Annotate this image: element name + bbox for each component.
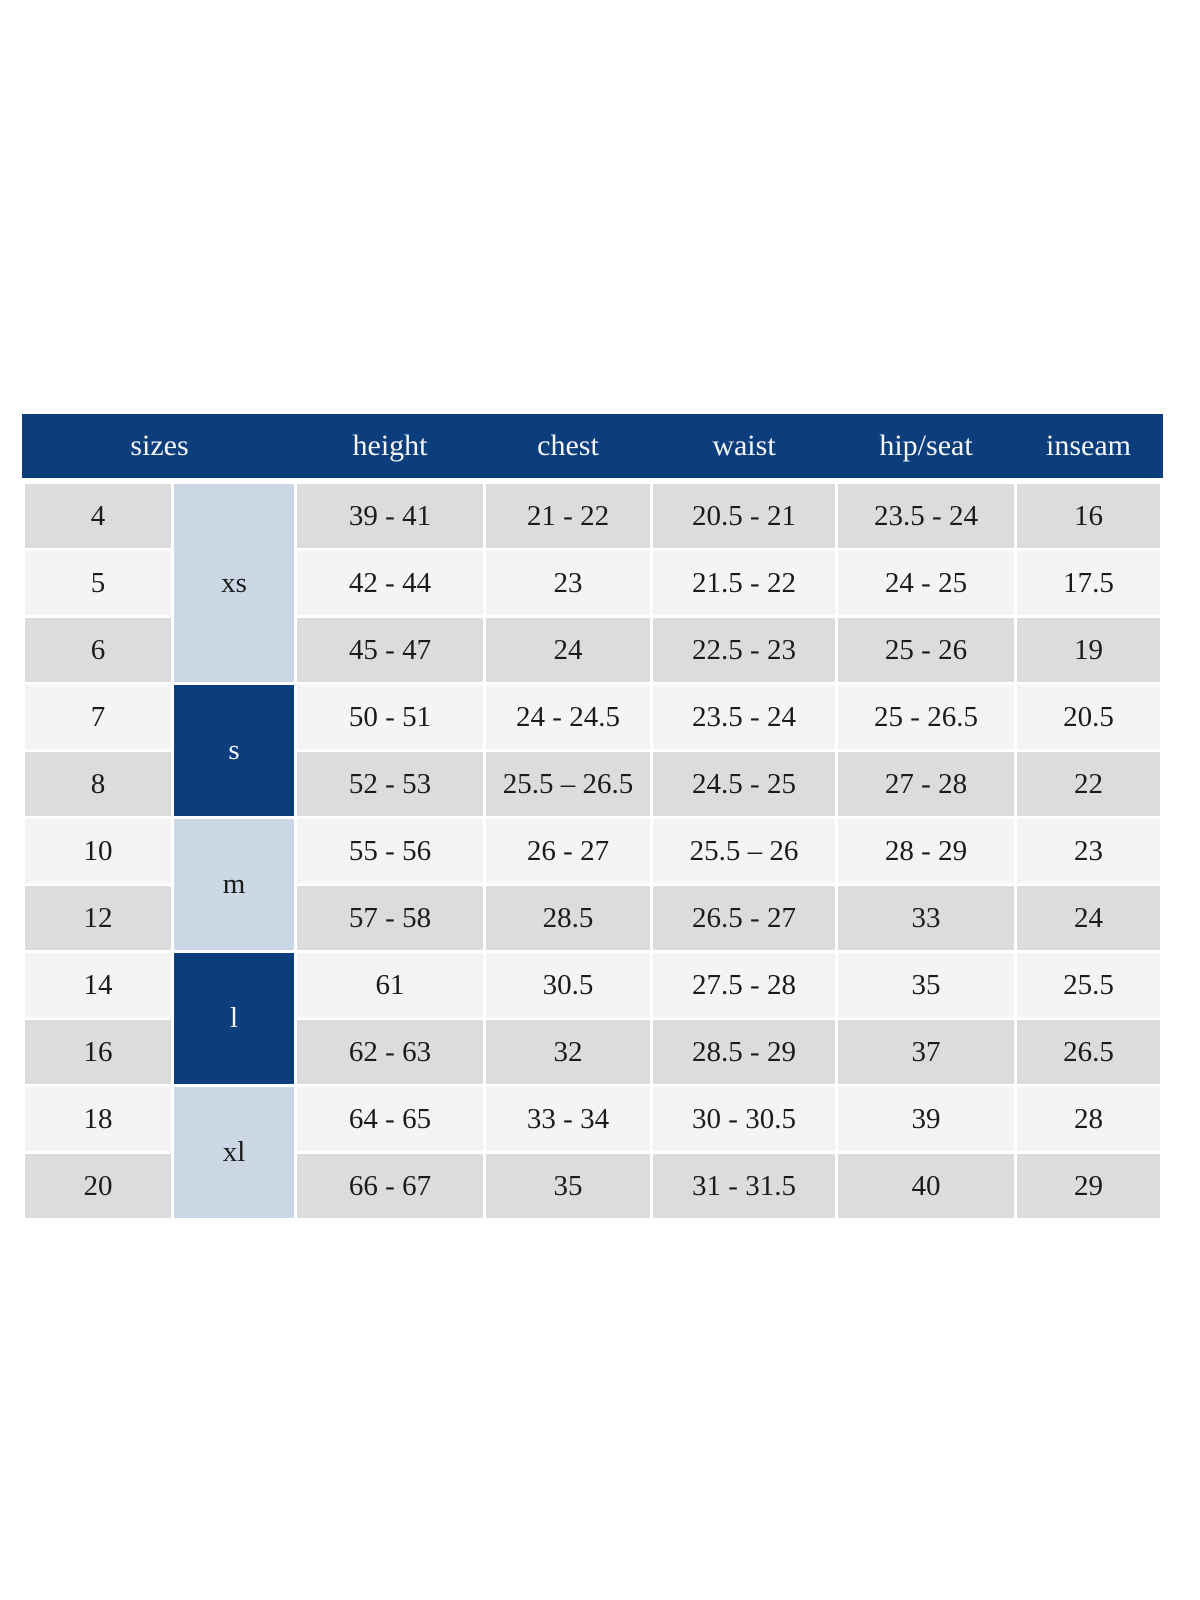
waist-cell: 21.5 - 22 <box>653 551 835 615</box>
chest-cell: 24 <box>486 618 650 682</box>
height-cell: 62 - 63 <box>297 1020 483 1084</box>
inseam-cell: 19 <box>1017 618 1160 682</box>
inseam-cell: 16 <box>1017 484 1160 548</box>
chest-cell: 33 - 34 <box>486 1087 650 1151</box>
group-cell-xl: xl <box>174 1087 294 1218</box>
size-cell: 6 <box>25 618 171 682</box>
table-row: 18 xl 64 - 65 33 - 34 30 - 30.5 39 28 <box>25 1087 1160 1218</box>
table-row: 7 s 50 - 51 24 - 24.5 23.5 - 24 25 - 26.… <box>25 685 1160 816</box>
height-cell: 55 - 56 <box>297 819 483 883</box>
col-header-height: height <box>352 429 428 462</box>
height-cell: 42 - 44 <box>297 551 483 615</box>
height-cell: 52 - 53 <box>297 752 483 816</box>
waist-cell: 27.5 - 28 <box>653 953 835 1017</box>
table-header: sizes height chest waist hip/seat inseam <box>22 414 1163 478</box>
size-cell: 12 <box>25 886 171 950</box>
hip-seat-cell: 25 - 26.5 <box>838 685 1014 749</box>
size-cell: 5 <box>25 551 171 615</box>
chest-cell: 26 - 27 <box>486 819 650 883</box>
hip-seat-cell: 28 - 29 <box>838 819 1014 883</box>
group-cell-s: s <box>174 685 294 816</box>
size-cell: 4 <box>25 484 171 548</box>
chest-cell: 35 <box>486 1154 650 1218</box>
inseam-cell: 17.5 <box>1017 551 1160 615</box>
size-cell: 20 <box>25 1154 171 1218</box>
height-cell: 66 - 67 <box>297 1154 483 1218</box>
waist-cell: 20.5 - 21 <box>653 484 835 548</box>
waist-cell: 25.5 – 26 <box>653 819 835 883</box>
height-cell: 50 - 51 <box>297 685 483 749</box>
height-cell: 45 - 47 <box>297 618 483 682</box>
inseam-cell: 28 <box>1017 1087 1160 1151</box>
group-cell-m: m <box>174 819 294 950</box>
inseam-cell: 23 <box>1017 819 1160 883</box>
height-cell: 61 <box>297 953 483 1017</box>
chest-cell: 21 - 22 <box>486 484 650 548</box>
table-row: 14 l 61 30.5 27.5 - 28 35 25.5 <box>25 953 1160 1084</box>
table-row: 16 62 - 63 32 28.5 - 29 37 26.5 <box>25 1020 1160 1084</box>
col-header-sizes: sizes <box>130 429 189 462</box>
col-header-waist: waist <box>712 429 776 462</box>
waist-cell: 31 - 31.5 <box>653 1154 835 1218</box>
inseam-cell: 26.5 <box>1017 1020 1160 1084</box>
hip-seat-cell: 24 - 25 <box>838 551 1014 615</box>
hip-seat-cell: 40 <box>838 1154 1014 1218</box>
height-cell: 39 - 41 <box>297 484 483 548</box>
waist-cell: 23.5 - 24 <box>653 685 835 749</box>
size-cell: 16 <box>25 1020 171 1084</box>
inseam-cell: 25.5 <box>1017 953 1160 1017</box>
height-cell: 64 - 65 <box>297 1087 483 1151</box>
waist-cell: 30 - 30.5 <box>653 1087 835 1151</box>
hip-seat-cell: 27 - 28 <box>838 752 1014 816</box>
inseam-cell: 29 <box>1017 1154 1160 1218</box>
group-cell-l: l <box>174 953 294 1084</box>
waist-cell: 28.5 - 29 <box>653 1020 835 1084</box>
col-header-inseam: inseam <box>1046 429 1131 462</box>
chest-cell: 23 <box>486 551 650 615</box>
hip-seat-cell: 35 <box>838 953 1014 1017</box>
size-cell: 10 <box>25 819 171 883</box>
size-cell: 14 <box>25 953 171 1017</box>
col-header-chest: chest <box>537 429 599 462</box>
height-cell: 57 - 58 <box>297 886 483 950</box>
inseam-cell: 22 <box>1017 752 1160 816</box>
hip-seat-cell: 37 <box>838 1020 1014 1084</box>
waist-cell: 22.5 - 23 <box>653 618 835 682</box>
chest-cell: 32 <box>486 1020 650 1084</box>
chest-cell: 30.5 <box>486 953 650 1017</box>
table-row: 8 52 - 53 25.5 – 26.5 24.5 - 25 27 - 28 … <box>25 752 1160 816</box>
table-row: 12 57 - 58 28.5 26.5 - 27 33 24 <box>25 886 1160 950</box>
chest-cell: 25.5 – 26.5 <box>486 752 650 816</box>
table-row: 4 xs 39 - 41 21 - 22 20.5 - 21 23.5 - 24… <box>25 484 1160 682</box>
size-chart: sizes height chest waist hip/seat inseam… <box>22 414 1163 1221</box>
inseam-cell: 24 <box>1017 886 1160 950</box>
hip-seat-cell: 33 <box>838 886 1014 950</box>
waist-cell: 24.5 - 25 <box>653 752 835 816</box>
size-cell: 8 <box>25 752 171 816</box>
hip-seat-cell: 25 - 26 <box>838 618 1014 682</box>
chest-cell: 28.5 <box>486 886 650 950</box>
chest-cell: 24 - 24.5 <box>486 685 650 749</box>
col-header-hip-seat: hip/seat <box>879 429 973 462</box>
size-cell: 18 <box>25 1087 171 1151</box>
table-row: 10 m 55 - 56 26 - 27 25.5 – 26 28 - 29 2… <box>25 819 1160 950</box>
table-row: 20 66 - 67 35 31 - 31.5 40 29 <box>25 1154 1160 1218</box>
inseam-cell: 20.5 <box>1017 685 1160 749</box>
table-row: 6 45 - 47 24 22.5 - 23 25 - 26 19 <box>25 618 1160 682</box>
size-cell: 7 <box>25 685 171 749</box>
hip-seat-cell: 23.5 - 24 <box>838 484 1014 548</box>
table-row: 5 42 - 44 23 21.5 - 22 24 - 25 17.5 <box>25 551 1160 615</box>
waist-cell: 26.5 - 27 <box>653 886 835 950</box>
group-cell-xs: xs <box>174 484 294 682</box>
size-table-body: 4 xs 39 - 41 21 - 22 20.5 - 21 23.5 - 24… <box>22 481 1163 1221</box>
hip-seat-cell: 39 <box>838 1087 1014 1151</box>
